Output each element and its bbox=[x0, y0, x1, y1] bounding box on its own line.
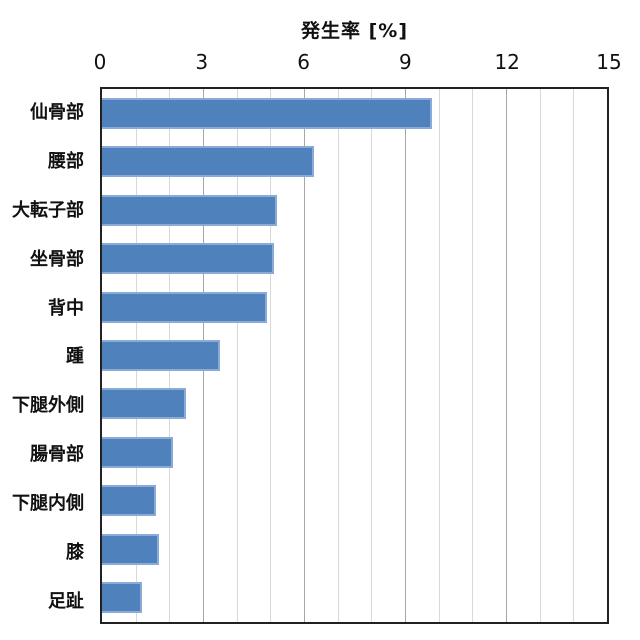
category-label: 仙骨部 bbox=[30, 102, 84, 124]
bar-row bbox=[102, 234, 607, 282]
gridline-minor bbox=[573, 89, 575, 622]
category-label: 腰部 bbox=[48, 151, 84, 173]
x-tick-label: 9 bbox=[399, 50, 412, 74]
bar-row bbox=[102, 186, 607, 234]
category-label: 腸骨部 bbox=[30, 444, 84, 466]
gridline-major bbox=[506, 89, 507, 622]
x-axis: 0 3 6 9 12 15 bbox=[94, 50, 622, 76]
bar-row bbox=[102, 137, 607, 185]
plot-area bbox=[100, 87, 609, 624]
bar-row bbox=[102, 525, 607, 573]
x-tick-label: 15 bbox=[596, 50, 622, 74]
bar-row bbox=[102, 574, 607, 622]
category-label: 大転子部 bbox=[12, 200, 84, 222]
bar-腰部 bbox=[102, 146, 315, 178]
bar-足趾 bbox=[102, 582, 143, 614]
category-label: 背中 bbox=[48, 297, 84, 319]
bar-row bbox=[102, 428, 607, 476]
category-label: 膝 bbox=[66, 541, 84, 563]
bar-series bbox=[102, 89, 607, 622]
x-tick-label: 3 bbox=[195, 50, 209, 74]
bar-row bbox=[102, 331, 607, 379]
category-label: 足趾 bbox=[48, 590, 84, 612]
bar-坐骨部 bbox=[102, 243, 274, 275]
x-tick-label: 12 bbox=[494, 50, 520, 74]
bar-row bbox=[102, 283, 607, 331]
bar-膝 bbox=[102, 533, 160, 565]
gridline-minor bbox=[270, 89, 272, 622]
bar-row bbox=[102, 89, 607, 137]
category-label: 坐骨部 bbox=[30, 248, 84, 270]
category-label: 踵 bbox=[66, 346, 84, 368]
gridline-major bbox=[304, 89, 305, 622]
bar-大転子部 bbox=[102, 194, 278, 226]
bar-仙骨部 bbox=[102, 97, 432, 129]
chart-title: 発生率 [%] bbox=[300, 20, 409, 42]
category-label: 下腿内側 bbox=[12, 492, 84, 514]
bar-背中 bbox=[102, 291, 267, 323]
gridline-minor bbox=[236, 89, 238, 622]
bar-row bbox=[102, 477, 607, 525]
x-tick-label: 0 bbox=[93, 50, 107, 74]
gridline-major bbox=[405, 89, 406, 622]
category-label: 下腿外側 bbox=[12, 395, 84, 417]
bar-下腿内側 bbox=[102, 485, 156, 517]
gridline-minor bbox=[438, 89, 440, 622]
gridline-minor bbox=[337, 89, 339, 622]
gridline-minor bbox=[371, 89, 373, 622]
category-axis: 仙骨部腰部大転子部坐骨部背中踵下腿外側腸骨部下腿内側膝足趾 bbox=[0, 87, 92, 624]
bar-腸骨部 bbox=[102, 436, 173, 468]
gridline-minor bbox=[539, 89, 541, 622]
x-tick-label: 6 bbox=[297, 50, 310, 74]
bar-row bbox=[102, 380, 607, 428]
bar-踵 bbox=[102, 339, 220, 371]
gridline-minor bbox=[472, 89, 474, 622]
bar-下腿外側 bbox=[102, 388, 187, 420]
